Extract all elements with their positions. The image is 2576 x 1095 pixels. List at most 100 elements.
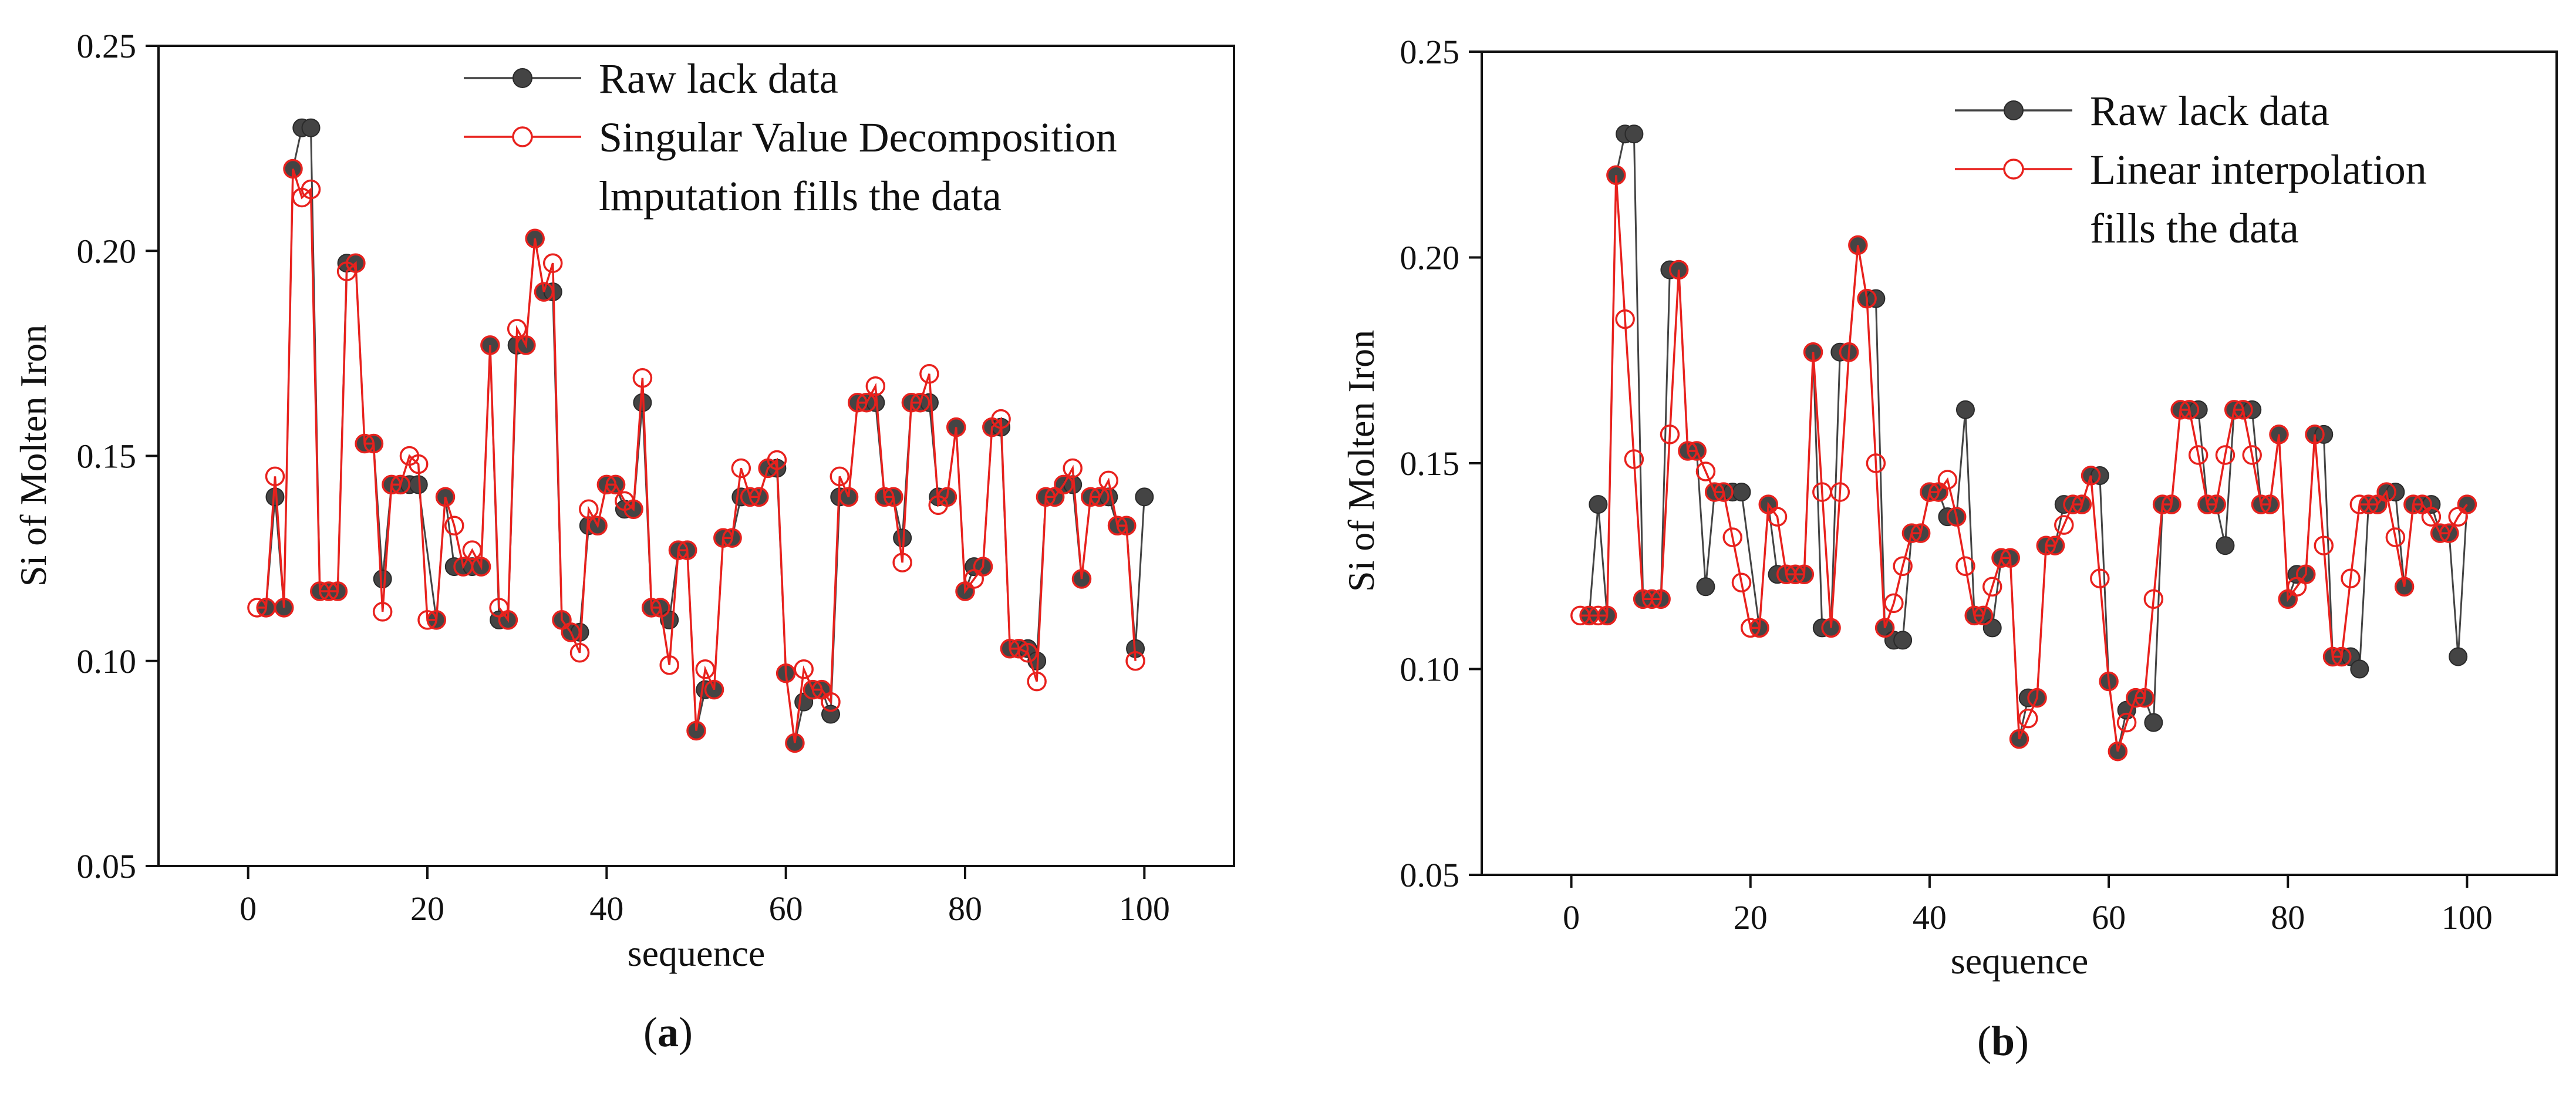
- data-point: [2376, 482, 2396, 502]
- data-point: [1027, 671, 1047, 692]
- y-tick-label: 0.05: [77, 847, 137, 885]
- x-tick-label: 20: [1734, 898, 1768, 936]
- data-point: [265, 466, 285, 487]
- data-point: [776, 663, 796, 683]
- data-point: [561, 622, 581, 642]
- data-point: [695, 659, 716, 679]
- data-point: [1704, 482, 1725, 502]
- data-point: [2439, 523, 2459, 543]
- data-point: [498, 610, 518, 630]
- data-point: [2045, 535, 2065, 555]
- x-tick-label: 100: [2442, 898, 2493, 936]
- legend-marker: [2003, 159, 2024, 180]
- y-tick-label: 0.20: [77, 232, 137, 270]
- data-point: [1749, 618, 1769, 638]
- data-point: [713, 528, 733, 548]
- data-point: [2341, 568, 2361, 589]
- x-tick-label: 0: [1563, 898, 1580, 936]
- data-point: [363, 433, 384, 454]
- data-point: [2206, 494, 2226, 514]
- data-point: [579, 499, 599, 520]
- data-point: [1107, 516, 1128, 535]
- data-point: [2188, 445, 2209, 465]
- data-point: [301, 179, 321, 200]
- data-point: [516, 335, 536, 355]
- legend-marker: [512, 126, 533, 147]
- data-point: [355, 433, 375, 454]
- data-point: [2116, 712, 2137, 733]
- data-point: [2314, 535, 2334, 555]
- data-point: [605, 474, 626, 495]
- data-point: [722, 528, 742, 548]
- data-point: [1063, 458, 1083, 479]
- data-point: [1893, 631, 1913, 650]
- x-axis-title: sequence: [1951, 940, 2089, 982]
- data-point: [1678, 441, 1698, 461]
- legend-entry: Singular Value Decomposition lmputation f…: [464, 114, 1117, 220]
- data-point: [2269, 424, 2289, 444]
- data-point: [1848, 235, 1868, 255]
- data-point: [1624, 449, 1644, 469]
- data-point: [1741, 618, 1761, 638]
- y-tick-label: 0.05: [1400, 856, 1460, 894]
- data-point: [2126, 688, 2146, 708]
- data-point: [417, 610, 437, 630]
- data-point: [1767, 507, 1788, 527]
- data-point: [1135, 487, 1154, 507]
- data-point: [892, 552, 912, 572]
- data-point: [2009, 729, 2029, 749]
- data-point: [838, 487, 859, 507]
- x-axis-title: sequence: [628, 932, 766, 974]
- legend-label: Raw lack data: [599, 55, 838, 102]
- x-tick-label: 80: [2271, 898, 2305, 936]
- chart-panel-a: 0 20 40 60 80 100 0.05 0.10 0.15 0.20 0.25 sequence…: [12, 27, 1235, 1056]
- data-point: [2036, 535, 2056, 555]
- data-point: [2242, 445, 2262, 465]
- data-point: [2394, 577, 2415, 597]
- data-point: [1588, 605, 1609, 626]
- data-point: [632, 368, 653, 388]
- data-point: [1821, 618, 1841, 638]
- panel-label: (a): [643, 1009, 693, 1056]
- data-point: [1964, 605, 1984, 626]
- data-point: [1090, 487, 1110, 507]
- data-point: [901, 392, 922, 413]
- data-point: [2216, 536, 2235, 555]
- data-point: [525, 228, 545, 249]
- x-tick-label: 60: [2092, 898, 2126, 936]
- data-point: [2099, 671, 2119, 692]
- data-point: [588, 516, 608, 535]
- data-point: [2305, 424, 2325, 444]
- data-point: [1874, 618, 1895, 638]
- data-point: [2162, 494, 2181, 514]
- data-point: [641, 598, 662, 618]
- data-point: [247, 598, 267, 618]
- legend-label: Linear interpolation: [2090, 146, 2427, 193]
- data-point: [946, 417, 966, 437]
- y-tick-label: 0.15: [1400, 444, 1460, 483]
- data-point: [542, 253, 563, 273]
- data-point: [480, 335, 500, 355]
- data-point: [1937, 470, 1958, 490]
- data-point: [1000, 639, 1020, 659]
- data-point: [569, 643, 590, 663]
- data-point: [686, 720, 706, 741]
- legend-entry: Linear interpolation fills the data: [1955, 146, 2427, 252]
- data-point: [1714, 482, 1734, 502]
- data-point: [274, 598, 294, 618]
- data-point: [1955, 400, 1975, 419]
- data-point: [803, 679, 823, 700]
- data-point: [740, 487, 760, 507]
- data-point: [830, 466, 850, 487]
- series-filled-data: [247, 159, 1145, 753]
- series-line: [1580, 175, 2468, 752]
- y-tick-label: 0.10: [1400, 651, 1460, 689]
- data-point: [1920, 482, 1940, 502]
- data-point: [408, 454, 429, 474]
- data-point: [991, 409, 1011, 429]
- legend-label: Raw lack data: [2090, 87, 2329, 134]
- data-point: [1696, 577, 1715, 597]
- data-point: [2081, 466, 2101, 486]
- legend-marker: [2004, 100, 2024, 120]
- data-point: [2296, 564, 2316, 585]
